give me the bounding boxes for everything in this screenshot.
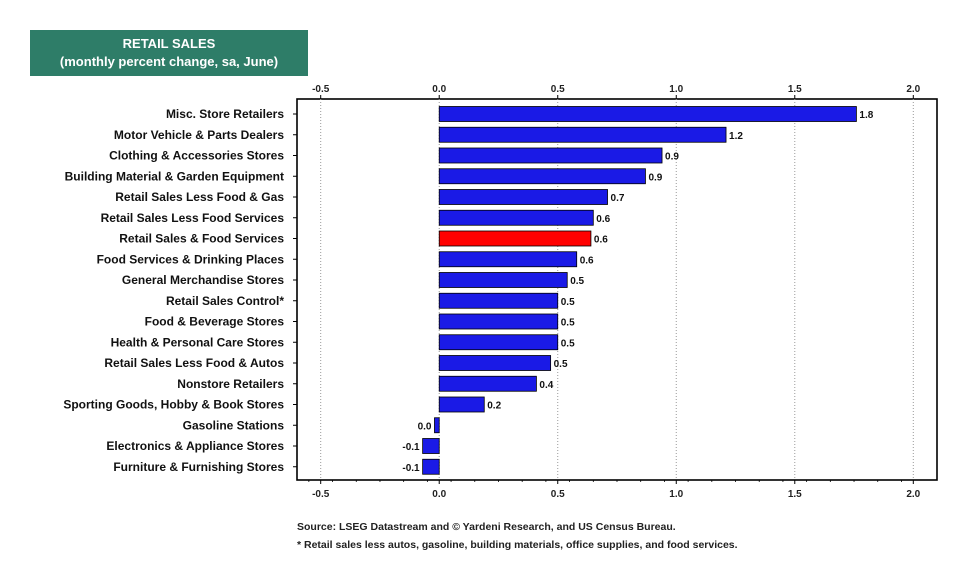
bar [438,355,552,371]
value-label: 0.0 [418,421,432,432]
value-label: 1.2 [729,131,743,142]
bar [438,313,559,330]
bar [438,126,727,143]
category-label: Building Material & Garden Equipment [65,169,284,183]
value-label: 0.5 [561,318,575,329]
x-tick-label-top: 2.0 [906,84,920,95]
x-tick-label-top: 0.0 [432,84,446,95]
bar [422,438,440,454]
footnote: * Retail sales less autos, gasoline, bui… [297,539,738,551]
x-tick-label-bottom: 1.0 [669,489,683,500]
category-label: Clothing & Accessories Stores [109,149,284,163]
source-note: Source: LSEG Datastream and © Yardeni Re… [297,521,676,533]
category-label: Sporting Goods, Hobby & Book Stores [63,398,284,412]
x-tick-label-bottom: 0.0 [432,489,446,500]
category-label: General Merchandise Stores [122,273,284,287]
x-tick-label-top: 1.0 [669,84,683,95]
value-label: 0.5 [570,276,584,287]
chart-title: RETAIL SALES [122,36,216,51]
category-label: Nonstore Retailers [177,377,284,391]
bar [438,209,594,226]
category-label: Retail Sales Less Food & Autos [104,356,284,370]
category-label: Electronics & Appliance Stores [106,439,284,453]
value-label: 0.6 [596,214,610,225]
category-label: Misc. Store Retailers [166,107,284,121]
bar [438,396,485,413]
bar [438,106,857,122]
value-label: 0.2 [487,401,501,412]
bar [438,272,568,288]
value-label: 0.6 [594,235,608,246]
chart-footer: Source: LSEG Datastream and © Yardeni Re… [297,518,738,554]
value-label: 0.6 [580,255,594,266]
value-label: 0.5 [554,359,568,370]
value-label: -0.1 [402,463,420,474]
category-label: Gasoline Stations [183,418,285,432]
bar [438,251,578,268]
x-tick-label-bottom: 2.0 [906,489,920,500]
category-label: Health & Personal Care Stores [111,335,285,349]
category-label: Motor Vehicle & Parts Dealers [114,128,284,142]
category-label: Furniture & Furnishing Stores [113,460,284,474]
x-tick-label-top: -0.5 [312,84,330,95]
category-label: Retail Sales Less Food & Gas [115,190,284,204]
value-label: 0.7 [611,193,625,204]
category-label: Food Services & Drinking Places [97,252,285,266]
value-label: 0.5 [561,297,575,308]
bar [438,230,592,247]
bar [438,168,646,185]
value-label: 0.5 [561,338,575,349]
category-label: Retail Sales Less Food Services [101,211,285,225]
x-tick-label-bottom: 0.5 [551,489,565,500]
bar [438,189,608,205]
chart-subtitle: (monthly percent change, sa, June) [59,54,279,69]
bar [434,417,440,434]
value-label: 0.9 [665,152,679,163]
bar [422,458,440,475]
bar [438,147,663,164]
bar-chart: -0.5 -0.5 0.0 0.0 0.5 0.5 1.0 1.0 1.5 1.5 2.0 2.0 Mi… [63,84,938,500]
value-label: 0.4 [539,380,553,391]
value-label: -0.1 [402,442,420,453]
x-tick-label-bottom: 1.5 [788,489,802,500]
bar [438,334,559,351]
category-label: Retail Sales & Food Services [119,232,284,246]
category-label: Food & Beverage Stores [145,315,285,329]
value-label: 1.8 [859,110,873,121]
bar [438,375,537,392]
x-tick-label-bottom: -0.5 [312,489,330,500]
value-label: 0.9 [648,172,662,183]
x-tick-label-top: 0.5 [551,84,565,95]
chart-title-box: RETAIL SALES (monthly percent change, sa… [30,30,308,76]
category-label: Retail Sales Control* [166,294,284,308]
x-tick-label-top: 1.5 [788,84,802,95]
bar [438,292,559,309]
